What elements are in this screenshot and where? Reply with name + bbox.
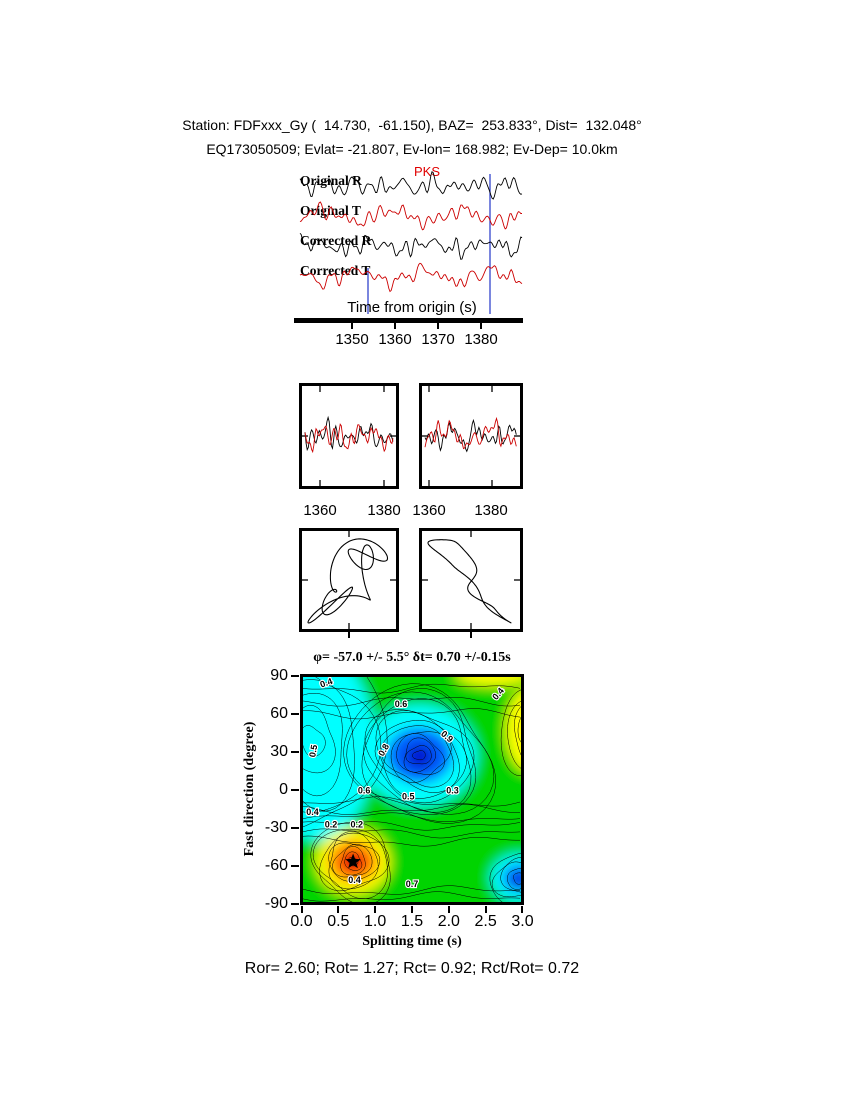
trace-corrected-r xyxy=(299,232,523,260)
trace-corrected-t xyxy=(299,262,523,293)
contour-x-tick xyxy=(300,906,303,913)
event-header: EQ173050509; Evlat= -21.807, Ev-lon= 168… xyxy=(206,141,618,157)
time-axis-tick-label: 1350 xyxy=(335,331,369,348)
contour-level-label: 0.6 xyxy=(358,785,371,795)
window-trace-r xyxy=(304,415,394,452)
waveform-traces-panel xyxy=(299,170,523,314)
trace-label-corrected-t: Corrected T xyxy=(300,263,371,278)
window-tick-label: 1380 xyxy=(367,502,401,519)
contour-y-tick xyxy=(291,826,299,829)
contour-level-label: 0.7 xyxy=(406,879,419,889)
particle-motion-right xyxy=(419,528,523,632)
window-tick-label: 1360 xyxy=(303,502,337,519)
contour-y-tick xyxy=(291,750,299,753)
contour-level-label: 0.4 xyxy=(348,875,361,885)
contour-frame xyxy=(300,674,524,905)
contour-x-tick xyxy=(484,906,487,913)
window-trace-t xyxy=(304,423,394,454)
trace-original-r xyxy=(299,170,523,200)
time-axis-tick xyxy=(394,322,396,329)
contour-x-tick xyxy=(521,906,524,913)
contour-x-tick xyxy=(447,906,450,913)
time-axis-tick xyxy=(351,322,353,329)
contour-y-tick xyxy=(291,902,299,905)
contour-x-tick-label: 2.0 xyxy=(437,913,460,930)
contour-y-tick-label: 60 xyxy=(270,704,288,722)
particle-motion-curve xyxy=(307,538,389,624)
contour-x-tick-label: 0.0 xyxy=(290,913,313,930)
contour-color-field xyxy=(301,675,523,904)
contour-map: 0.40.50.60.90.80.60.50.30.40.2 0.20.40.4 0… xyxy=(300,674,524,905)
time-axis-bar xyxy=(294,318,523,323)
contour-y-tick-label: 0 xyxy=(279,780,288,798)
window-waveform-right xyxy=(419,383,523,489)
results-footer: Ror= 2.60; Rot= 1.27; Rct= 0.92; Rct/Rot… xyxy=(244,960,580,977)
contour-level-label: 0.3 xyxy=(446,785,459,795)
contour-y-tick-label: -60 xyxy=(264,856,288,874)
time-axis-tick-label: 1370 xyxy=(421,331,455,348)
contour-x-tick-label: 0.5 xyxy=(327,913,350,930)
contour-level-label: 0.6 xyxy=(395,699,408,709)
contour-y-tick xyxy=(291,674,299,677)
trace-label-corrected-r: Corrected R xyxy=(300,233,372,248)
time-axis-tick xyxy=(480,322,482,329)
time-axis-tick-label: 1360 xyxy=(378,331,412,348)
frame xyxy=(419,383,523,489)
time-axis-tick-label: 1380 xyxy=(464,331,498,348)
pm-bottom-tick xyxy=(470,632,472,638)
contour-title: φ= -57.0 +/- 5.5° δt= 0.70 +/-0.15s xyxy=(313,650,511,665)
window-waveform-left xyxy=(299,383,399,489)
trace-original-t xyxy=(299,201,522,231)
frame xyxy=(299,383,399,489)
window-trace-r xyxy=(424,418,517,453)
time-axis-title: Time from origin (s) xyxy=(347,299,477,316)
particle-motion-left xyxy=(299,528,399,632)
contour-x-tick xyxy=(410,906,413,913)
contour-x-tick xyxy=(374,906,377,913)
contour-x-tick-label: 1.5 xyxy=(400,913,424,930)
time-axis-tick xyxy=(437,322,439,329)
contour-y-tick xyxy=(291,788,299,791)
particle-motion-curve xyxy=(427,539,512,624)
contour-level-label: 0.5 xyxy=(307,744,319,758)
contour-y-tick-label: -90 xyxy=(264,894,288,912)
contour-x-tick-label: 2.5 xyxy=(474,913,497,930)
contour-level-label: 0.5 xyxy=(402,792,415,802)
contour-y-tick xyxy=(291,864,299,867)
contour-x-tick-label: 1.0 xyxy=(364,913,387,930)
contour-level-label: 0.2 xyxy=(325,820,338,830)
contour-lines xyxy=(301,675,523,904)
contour-y-tick-label: -30 xyxy=(264,818,288,836)
pm-bottom-tick xyxy=(348,632,350,638)
frame xyxy=(419,528,523,632)
frame xyxy=(299,528,399,632)
window-trace-t xyxy=(424,416,517,450)
contour-x-tick-label: 3.0 xyxy=(511,913,534,930)
contour-y-tick-label: 90 xyxy=(270,666,288,684)
contour-x-tick xyxy=(337,906,340,913)
window-tick-label: 1360 xyxy=(412,502,446,519)
contour-y-tick-label: 30 xyxy=(270,742,288,760)
best-solution-star xyxy=(345,853,361,869)
contour-xlabel: Splitting time (s) xyxy=(362,934,462,949)
window-tick-label: 1380 xyxy=(474,502,508,519)
contour-level-label: 0.4 xyxy=(306,807,319,817)
station-header: Station: FDFxxx_Gy ( 14.730, -61.150), B… xyxy=(182,117,642,133)
contour-level-label: 0.2 xyxy=(350,820,363,830)
contour-y-tick xyxy=(291,712,299,715)
